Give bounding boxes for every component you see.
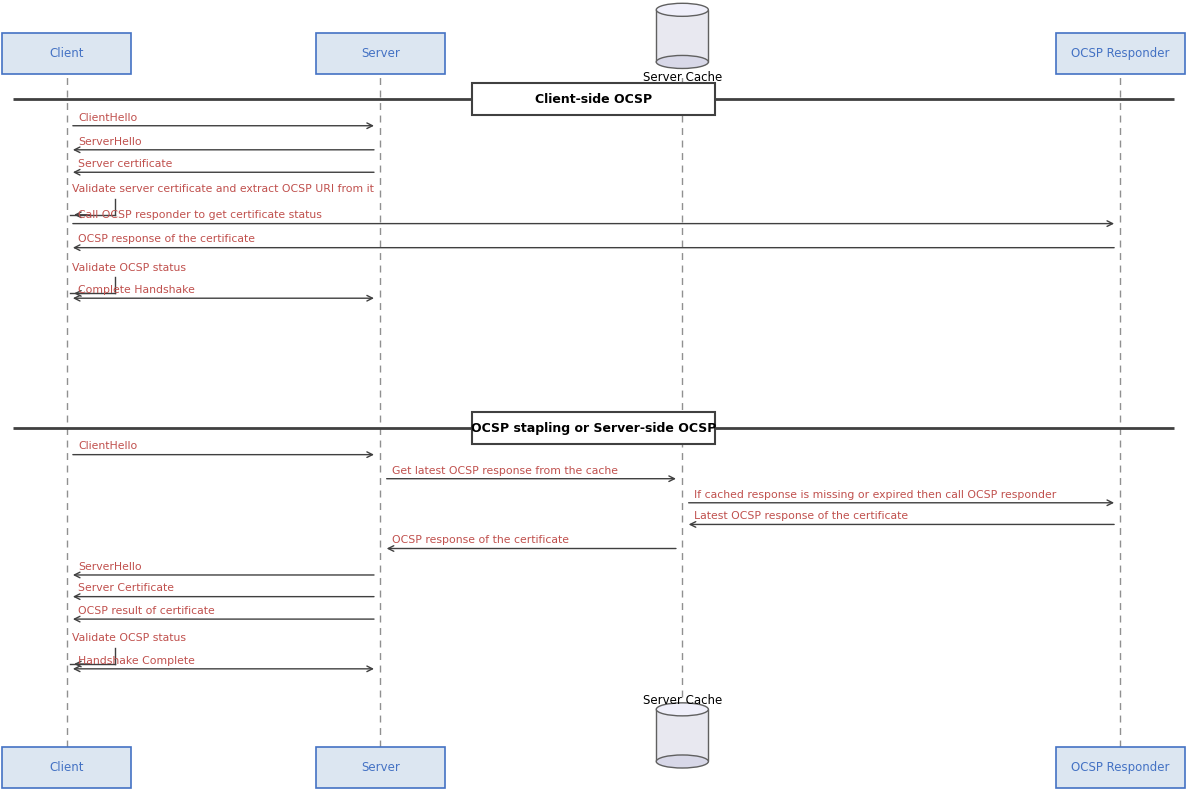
Text: ServerHello: ServerHello [78, 137, 142, 147]
Text: OCSP response of the certificate: OCSP response of the certificate [78, 234, 255, 245]
Text: Client-side OCSP: Client-side OCSP [535, 93, 652, 105]
Text: Server certificate: Server certificate [78, 159, 173, 169]
FancyBboxPatch shape [316, 747, 445, 788]
FancyBboxPatch shape [316, 33, 445, 74]
Text: Call OCSP responder to get certificate status: Call OCSP responder to get certificate s… [78, 210, 322, 221]
Text: OCSP result of certificate: OCSP result of certificate [78, 606, 215, 616]
Text: ServerHello: ServerHello [78, 562, 142, 572]
Text: Handshake Complete: Handshake Complete [78, 655, 195, 666]
Text: ClientHello: ClientHello [78, 441, 138, 452]
Ellipse shape [656, 703, 709, 716]
Text: Server Certificate: Server Certificate [78, 584, 174, 593]
Text: OCSP response of the certificate: OCSP response of the certificate [392, 535, 570, 545]
FancyBboxPatch shape [2, 747, 131, 788]
Text: If cached response is missing or expired then call OCSP responder: If cached response is missing or expired… [694, 489, 1056, 500]
Text: Get latest OCSP response from the cache: Get latest OCSP response from the cache [392, 465, 618, 476]
Text: Server: Server [361, 761, 400, 774]
FancyBboxPatch shape [1056, 33, 1185, 74]
Text: OCSP stapling or Server-side OCSP: OCSP stapling or Server-side OCSP [471, 422, 716, 435]
Text: Validate OCSP status: Validate OCSP status [72, 634, 186, 643]
Ellipse shape [656, 56, 709, 68]
FancyBboxPatch shape [471, 412, 716, 444]
Ellipse shape [656, 3, 709, 16]
Text: Server: Server [361, 47, 400, 60]
Text: Latest OCSP response of the certificate: Latest OCSP response of the certificate [694, 511, 908, 521]
Text: Complete Handshake: Complete Handshake [78, 285, 195, 295]
Ellipse shape [656, 755, 709, 768]
Text: Client: Client [50, 47, 84, 60]
Bar [656, 10, 709, 62]
Text: OCSP Responder: OCSP Responder [1071, 47, 1169, 60]
Text: Validate OCSP status: Validate OCSP status [72, 262, 186, 273]
Text: Client: Client [50, 761, 84, 774]
FancyBboxPatch shape [2, 33, 131, 74]
Text: Validate server certificate and extract OCSP URI from it: Validate server certificate and extract … [72, 184, 374, 194]
Text: Server Cache: Server Cache [642, 71, 722, 85]
Text: OCSP Responder: OCSP Responder [1071, 761, 1169, 774]
Bar [656, 709, 709, 762]
FancyBboxPatch shape [1056, 747, 1185, 788]
Text: Server Cache: Server Cache [642, 695, 722, 708]
FancyBboxPatch shape [471, 83, 716, 115]
Text: ClientHello: ClientHello [78, 113, 138, 122]
